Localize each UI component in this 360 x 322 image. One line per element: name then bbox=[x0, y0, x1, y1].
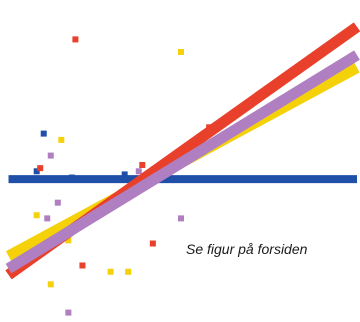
caption: Se figur på forsiden bbox=[186, 241, 308, 257]
scatter-point bbox=[37, 165, 44, 172]
scatter-point bbox=[72, 36, 79, 43]
scatter-point bbox=[107, 268, 114, 275]
series-line bbox=[5, 50, 360, 274]
scatter-point bbox=[47, 281, 54, 288]
scatter-point bbox=[125, 268, 132, 275]
scatter-point bbox=[149, 240, 156, 247]
scatter-point bbox=[65, 237, 72, 244]
scatter-point bbox=[139, 162, 146, 168]
scatter-point bbox=[40, 130, 47, 137]
scatter-point bbox=[178, 215, 184, 222]
scatter-point bbox=[178, 48, 184, 55]
scatter-point bbox=[65, 309, 72, 316]
scatter-point bbox=[33, 212, 40, 219]
scatter-point bbox=[135, 168, 142, 175]
scatter-point bbox=[79, 262, 86, 269]
scatter-point bbox=[121, 171, 128, 178]
scatter-point bbox=[47, 152, 54, 159]
scatter-point bbox=[54, 199, 61, 206]
scatter-point bbox=[58, 136, 65, 143]
scatter-point bbox=[44, 215, 51, 222]
scatter-point bbox=[33, 168, 40, 175]
